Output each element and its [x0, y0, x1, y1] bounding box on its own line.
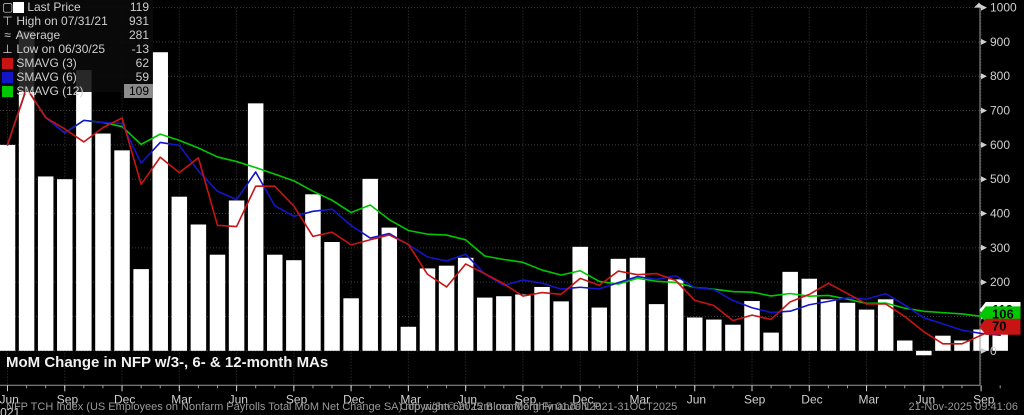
svg-text:300: 300 — [990, 241, 1010, 255]
svg-text:70: 70 — [992, 319, 1006, 334]
svg-text:1000: 1000 — [990, 1, 1017, 15]
svg-text:Dec: Dec — [801, 392, 822, 406]
svg-text:0: 0 — [990, 344, 997, 358]
svg-text:900: 900 — [990, 35, 1010, 49]
svg-text:800: 800 — [990, 69, 1010, 83]
svg-text:Sep: Sep — [744, 392, 766, 406]
svg-text:Jun: Jun — [687, 392, 706, 406]
svg-text:Mar: Mar — [859, 392, 880, 406]
svg-text:700: 700 — [990, 104, 1010, 118]
svg-text:200: 200 — [990, 275, 1010, 289]
svg-text:400: 400 — [990, 207, 1010, 221]
svg-text:600: 600 — [990, 138, 1010, 152]
svg-text:500: 500 — [990, 172, 1010, 186]
